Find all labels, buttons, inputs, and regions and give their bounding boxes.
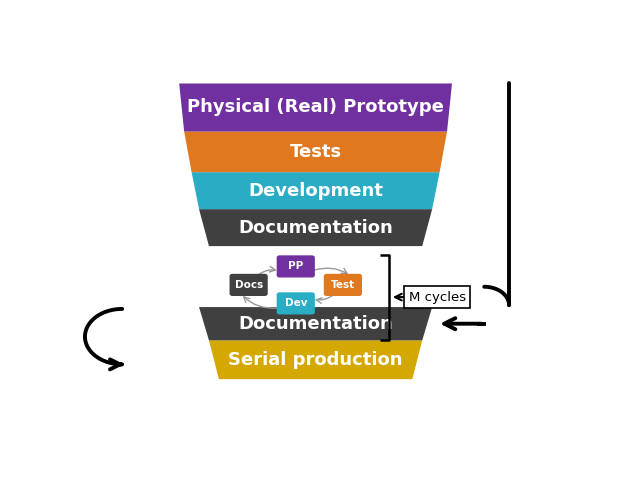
FancyBboxPatch shape <box>324 274 362 296</box>
Text: Serial production: Serial production <box>228 351 403 369</box>
FancyBboxPatch shape <box>230 274 268 296</box>
Text: M cycles: M cycles <box>408 290 466 304</box>
Text: PP: PP <box>288 262 303 271</box>
Polygon shape <box>184 132 447 172</box>
Polygon shape <box>209 340 422 379</box>
FancyBboxPatch shape <box>276 292 315 314</box>
Text: Dev: Dev <box>285 299 307 308</box>
Text: Physical (Real) Prototype: Physical (Real) Prototype <box>187 98 444 117</box>
FancyBboxPatch shape <box>276 255 315 277</box>
Text: Docs: Docs <box>234 280 263 290</box>
Text: Documentation: Documentation <box>238 315 393 333</box>
Text: Documentation: Documentation <box>238 218 393 237</box>
Text: Test: Test <box>331 280 355 290</box>
Text: Development: Development <box>248 181 383 200</box>
Text: Tests: Tests <box>289 143 342 161</box>
Polygon shape <box>199 307 432 340</box>
Polygon shape <box>179 84 452 132</box>
Polygon shape <box>199 209 432 246</box>
Polygon shape <box>191 172 440 209</box>
